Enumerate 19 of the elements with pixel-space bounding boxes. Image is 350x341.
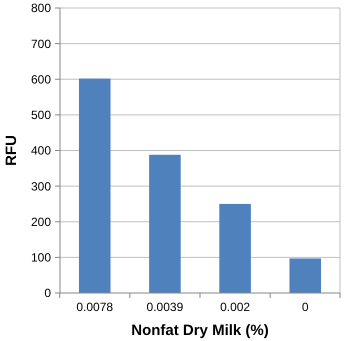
x-tick-label: 0.0078 bbox=[76, 300, 114, 314]
y-tick-label: 800 bbox=[30, 1, 52, 16]
x-tick-label: 0 bbox=[302, 300, 309, 314]
x-tick-label: 0.002 bbox=[220, 300, 250, 314]
y-tick-label: 0 bbox=[44, 286, 52, 300]
y-tick-label: 200 bbox=[30, 214, 52, 229]
x-tick-label: 0.0039 bbox=[146, 300, 184, 314]
y-tick-label: 300 bbox=[30, 179, 52, 194]
x-axis-title: Nonfat Dry Milk (%) bbox=[131, 322, 269, 339]
y-tick-label: 100 bbox=[30, 250, 52, 265]
bar bbox=[219, 204, 251, 293]
y-tick-label: 600 bbox=[30, 72, 52, 86]
bar bbox=[78, 78, 111, 293]
y-axis-title: RFU bbox=[3, 135, 20, 166]
y-tick-label: 700 bbox=[30, 36, 52, 51]
bar bbox=[289, 258, 322, 293]
y-tick-label: 400 bbox=[30, 144, 52, 158]
bar bbox=[149, 154, 181, 293]
y-tick-label: 500 bbox=[30, 108, 52, 122]
